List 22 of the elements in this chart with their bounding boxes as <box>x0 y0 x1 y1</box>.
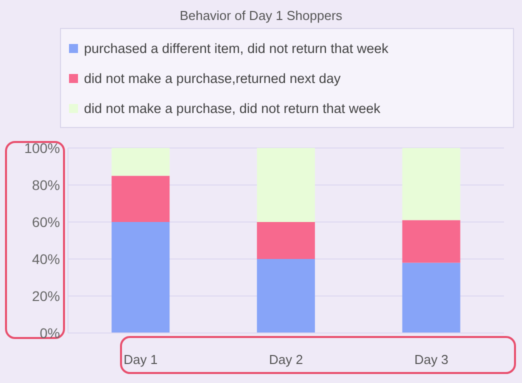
chart-title: Behavior of Day 1 Shoppers <box>178 8 344 23</box>
bar <box>402 220 460 263</box>
y-tick-label: 40% <box>32 250 60 267</box>
bar <box>402 148 460 220</box>
x-tick-label: Day 1 <box>124 352 158 368</box>
legend-label: purchased a different item, did not return that week <box>84 40 388 56</box>
y-tick-label: 20% <box>32 288 60 304</box>
bar <box>112 148 170 176</box>
bar <box>256 148 315 222</box>
y-tick-label: 60% <box>32 214 60 230</box>
y-tick-label: 100% <box>24 140 60 156</box>
bar <box>256 222 315 259</box>
bar <box>112 222 170 333</box>
legend-label: did not make a purchase, did not return that week <box>84 100 380 116</box>
bar <box>112 176 170 222</box>
legend-label: did not make a purchase,returned next day <box>84 70 341 86</box>
y-tick-label: 80% <box>32 176 60 193</box>
bar <box>402 262 460 333</box>
bar <box>256 259 315 333</box>
x-tick-label: Day 2 <box>269 352 303 368</box>
x-tick-label: Day 3 <box>414 352 448 368</box>
y-tick-label: 0% <box>40 324 60 341</box>
